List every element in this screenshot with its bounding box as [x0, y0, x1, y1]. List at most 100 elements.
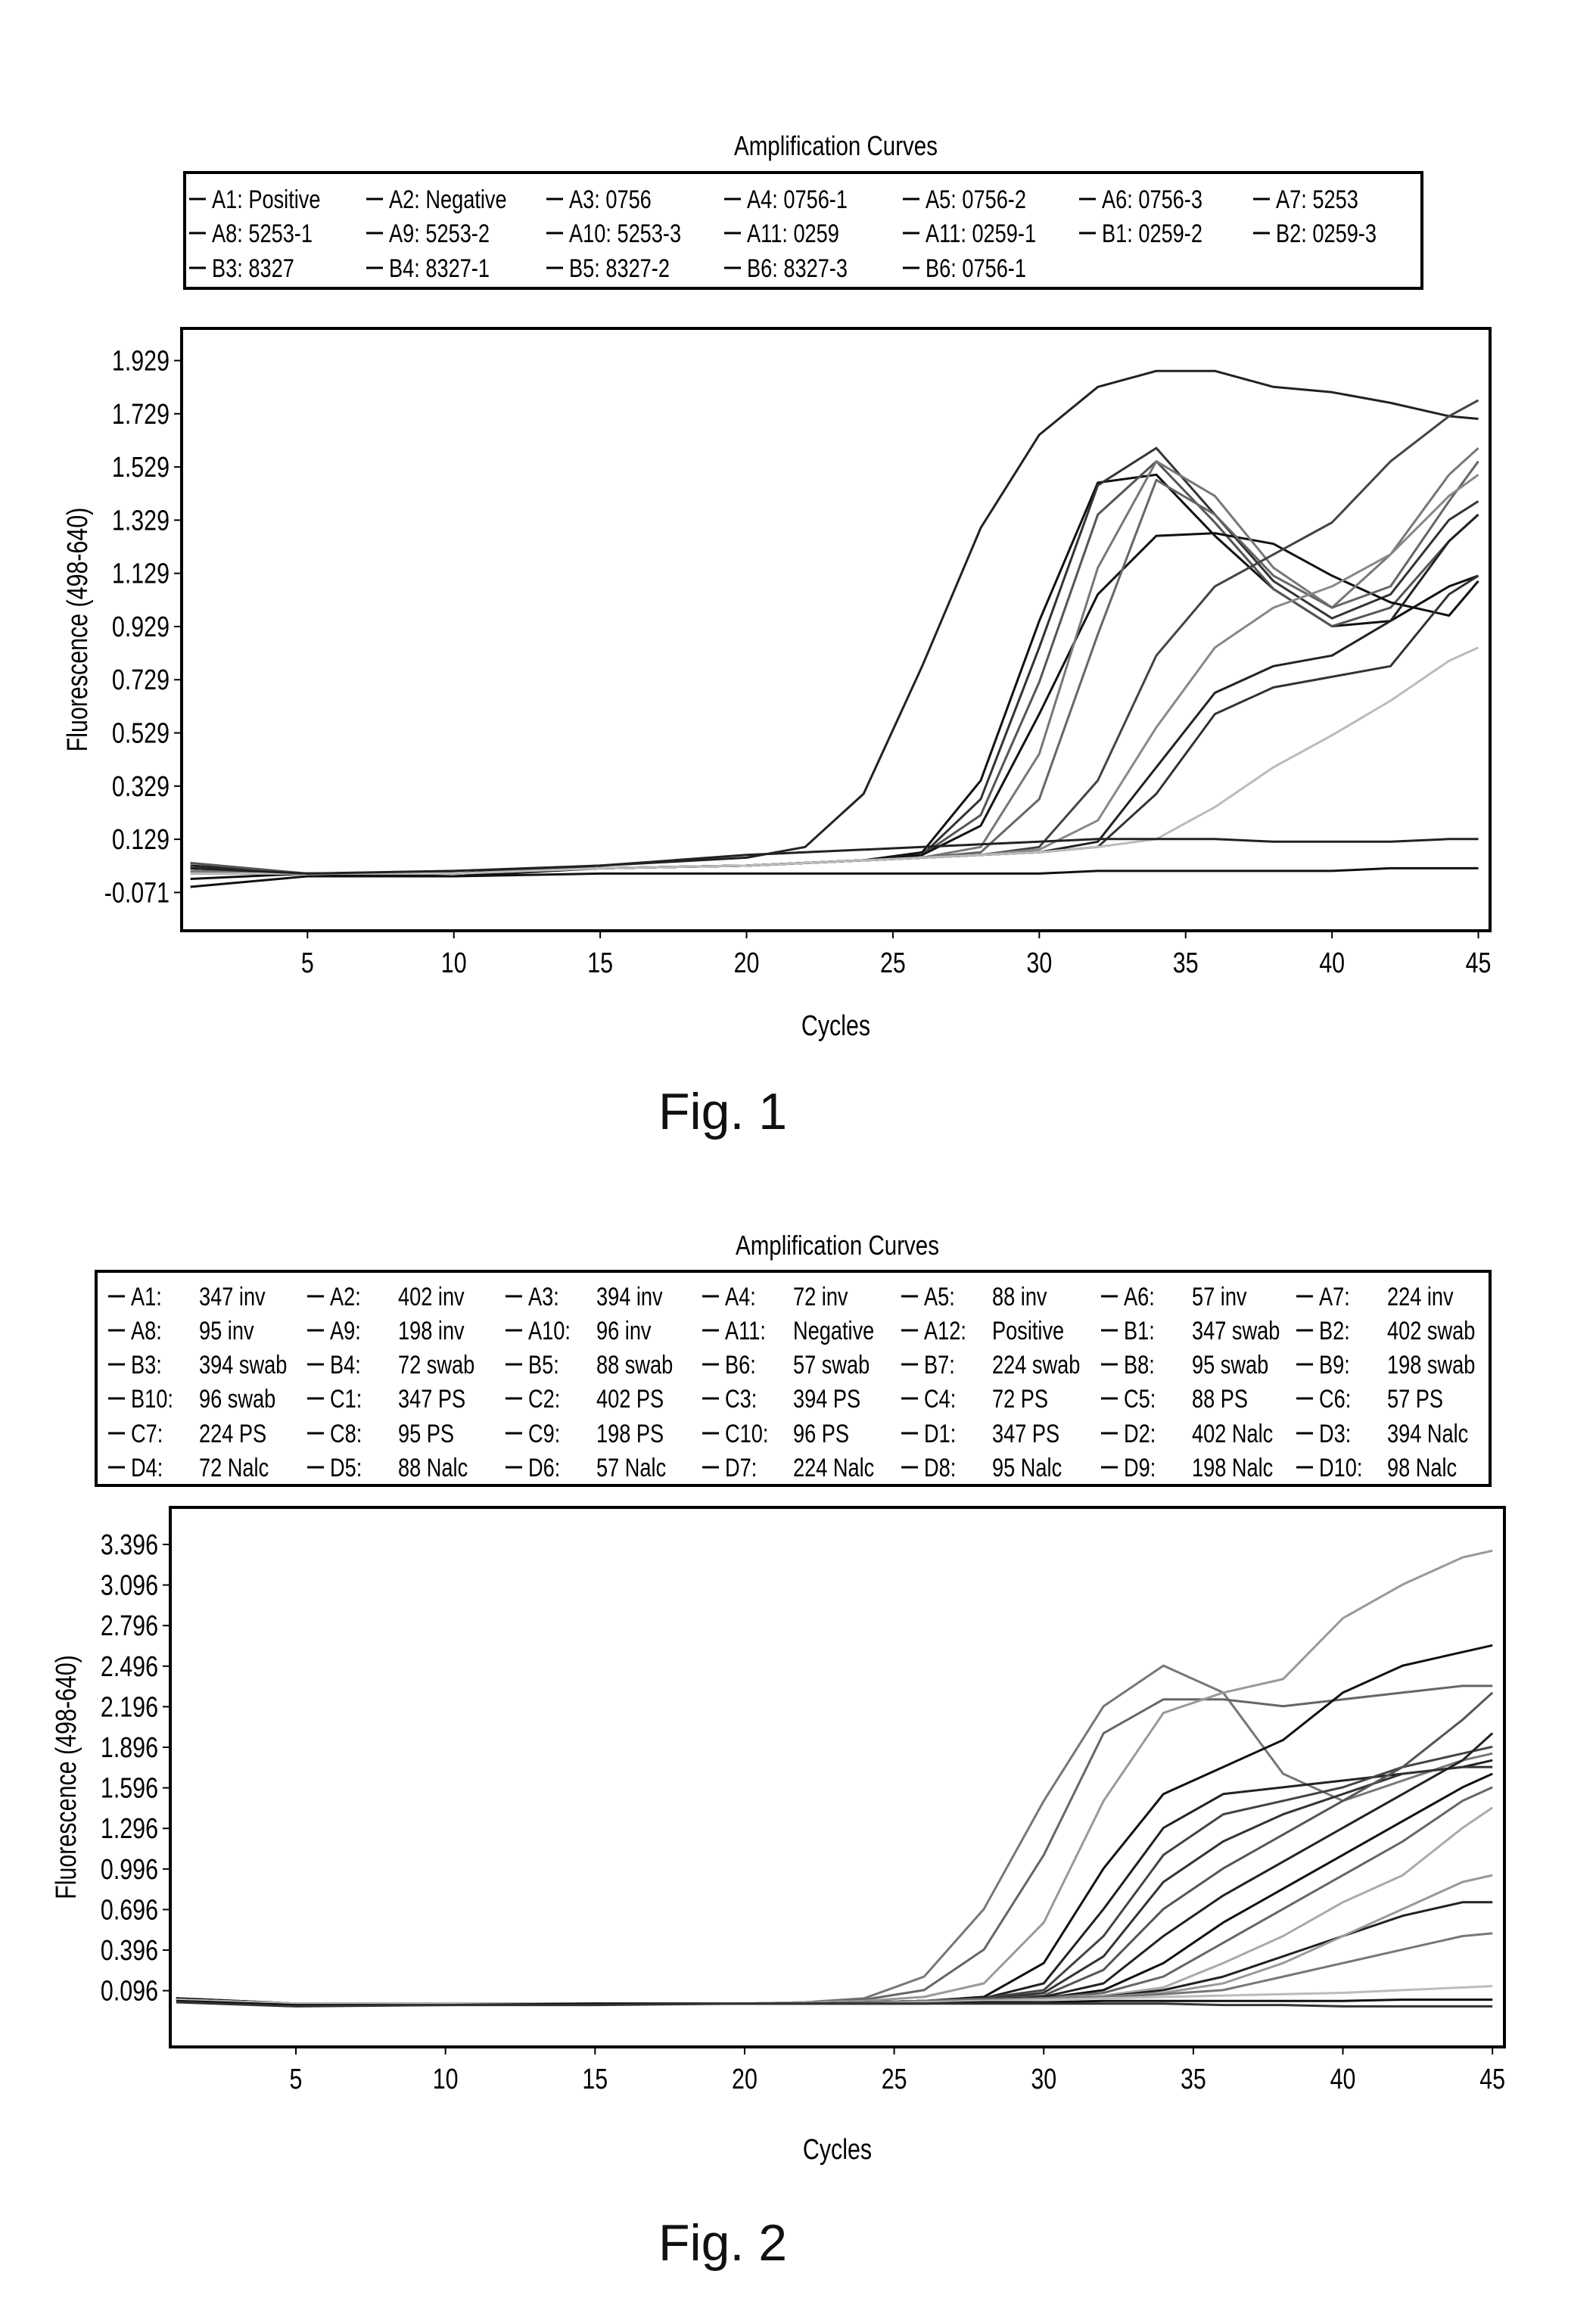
legend-item-label: 198 Nalc	[1192, 1453, 1273, 1482]
amplification-curve	[190, 446, 1479, 875]
amplification-curve	[190, 460, 1479, 875]
x-tick-label: 45	[1479, 2064, 1505, 2095]
legend-item-id: D10:	[1319, 1453, 1362, 1482]
y-tick-label: 0.696	[101, 1894, 158, 1926]
legend-item-label: 347 PS	[992, 1419, 1059, 1448]
figure-2-caption: Fig. 2	[658, 2214, 788, 2272]
amplification-curve	[176, 1874, 1493, 2005]
legend-item-label: 402 inv	[398, 1282, 465, 1311]
chart-title: Amplification Curves	[736, 1230, 939, 1260]
legend-item-label: 347 inv	[199, 1282, 266, 1311]
legend-item-label: 224 inv	[1387, 1282, 1454, 1311]
x-tick-label: 20	[734, 947, 760, 979]
legend-item-label: 394 Nalc	[1387, 1419, 1468, 1448]
amplification-curve	[190, 474, 1479, 875]
legend-item-label: B1: 0259-2	[1102, 219, 1202, 248]
legend-item-label: B2: 0259-3	[1276, 219, 1377, 248]
amplification-curve	[190, 574, 1479, 875]
y-tick-label: 0.096	[101, 1976, 158, 2008]
legend-item-label: 394 PS	[793, 1384, 860, 1414]
amplification-curve	[176, 1901, 1493, 2005]
legend-item-label: 88 swab	[596, 1350, 673, 1380]
legend-item-label: 72 swab	[398, 1350, 474, 1380]
x-tick-label: 30	[1026, 947, 1052, 979]
legend-item-label: 88 Nalc	[398, 1453, 468, 1482]
legend-item-label: 198 PS	[596, 1419, 664, 1448]
figure-2-chart: Amplification Curves A1: 347 inv A2: 402 inv…	[51, 1230, 1506, 2166]
curves	[176, 1549, 1494, 2008]
x-tick-label: 10	[441, 947, 467, 979]
legend-item-label: A11: 0259	[747, 219, 839, 248]
plot-frame	[180, 327, 1492, 932]
legend-item-id: A8:	[131, 1316, 162, 1345]
legend-item-label: A11: 0259-1	[926, 219, 1036, 248]
legend-item-label: 95 PS	[398, 1419, 454, 1448]
amplification-curve	[190, 399, 1479, 875]
legend-item-id: D8:	[924, 1453, 956, 1482]
legend-item-label: 98 Nalc	[1387, 1453, 1457, 1482]
legend-item-id: C1:	[330, 1384, 362, 1414]
legend-item-id: C8:	[330, 1419, 362, 1448]
legend-item-label: 224 Nalc	[793, 1453, 874, 1482]
legend-item-label: 57 Nalc	[596, 1453, 666, 1482]
legend-item-id: D1:	[924, 1419, 956, 1448]
x-axis-label: Cycles	[803, 2134, 872, 2166]
y-tick-label: 3.396	[101, 1529, 158, 1561]
y-tick-label: 1.729	[112, 399, 170, 431]
legend-item-id: C3:	[725, 1384, 757, 1414]
legend-item-label: A7: 5253	[1276, 185, 1358, 214]
y-axis-label: Fluorescence (498-640)	[62, 508, 94, 752]
y-tick-label: 0.329	[112, 771, 170, 803]
y-tick-label: 0.929	[112, 611, 170, 643]
y-tick-label: 0.729	[112, 664, 170, 696]
legend-item-label: 57 swab	[793, 1350, 870, 1380]
legend-item-id: B8:	[1124, 1350, 1155, 1380]
legend-item-label: A3: 0756	[569, 185, 652, 214]
amplification-curve	[176, 1549, 1493, 2005]
legend: A1: 347 inv A2: 402 inv A3: 394 inv A4: 72 inv A…	[108, 1282, 1475, 1482]
legend-item-label: A4: 0756-1	[747, 185, 848, 214]
legend-item-label: Positive	[992, 1316, 1064, 1345]
x-tick-label: 35	[1173, 947, 1199, 979]
y-tick-label: -0.071	[104, 877, 170, 909]
x-tick-label: 15	[587, 947, 613, 979]
amplification-curve	[190, 473, 1479, 878]
legend-item-id: B1:	[1124, 1316, 1155, 1345]
legend-item-label: 198 inv	[398, 1316, 465, 1345]
legend-item-label: 96 inv	[596, 1316, 652, 1345]
y-tick-label: 1.529	[112, 452, 170, 484]
legend-item-id: C7:	[131, 1419, 163, 1448]
legend-item-id: C5:	[1124, 1384, 1156, 1414]
legend-item-id: A1:	[131, 1282, 162, 1311]
legend-item-id: B5:	[528, 1350, 559, 1380]
legend-item-label: 96 swab	[199, 1384, 275, 1414]
legend-item-id: C6:	[1319, 1384, 1351, 1414]
legend-item-label: 72 Nalc	[199, 1453, 269, 1482]
y-tick-label: 1.896	[101, 1732, 158, 1764]
y-tick-label: 3.096	[101, 1569, 158, 1601]
legend-item-label: 95 inv	[199, 1316, 254, 1345]
legend-item-id: A11:	[725, 1316, 766, 1345]
legend: A1: Positive A2: Negative A3: 0756 A4: 0756…	[189, 185, 1377, 283]
amplification-curve	[176, 1999, 1493, 2007]
y-tick-label: 0.396	[101, 1935, 158, 1967]
amplification-curve	[190, 532, 1479, 880]
x-tick-label: 45	[1466, 947, 1492, 979]
y-tick-label: 1.296	[101, 1813, 158, 1845]
y-tick-label: 1.929	[112, 345, 170, 377]
amplification-curve	[176, 1772, 1493, 2005]
legend-item-label: B4: 8327-1	[389, 254, 490, 283]
y-tick-label: 2.496	[101, 1651, 158, 1683]
legend-item-id: D4:	[131, 1453, 163, 1482]
legend-item-id: A10:	[528, 1316, 571, 1345]
legend-item-id: B9:	[1319, 1350, 1350, 1380]
x-tick-label: 15	[582, 2064, 608, 2095]
legend-item-id: D3:	[1319, 1419, 1351, 1448]
legend-item-id: C2:	[528, 1384, 560, 1414]
legend-item-label: 96 PS	[793, 1419, 849, 1448]
legend-item-id: B2:	[1319, 1316, 1350, 1345]
y-tick-label: 1.129	[112, 558, 170, 590]
legend-item-label: 72 PS	[992, 1384, 1048, 1414]
legend-item-label: 224 swab	[992, 1350, 1080, 1380]
legend-item-label: 57 inv	[1192, 1282, 1247, 1311]
